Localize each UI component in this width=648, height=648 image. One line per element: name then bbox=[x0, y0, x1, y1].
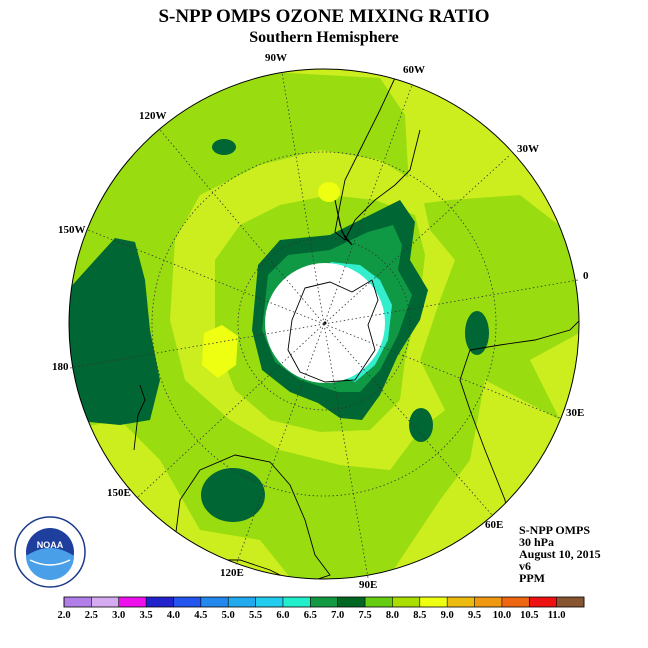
map-subtitle: Southern Hemisphere bbox=[249, 29, 399, 46]
meridian-0 bbox=[323, 279, 579, 325]
colorbar-swatch bbox=[310, 597, 339, 607]
colorbar-tick-label: 5.0 bbox=[222, 610, 235, 621]
meridian-90e bbox=[323, 323, 369, 579]
lon-label-90w: 90W bbox=[265, 52, 287, 64]
noaa-logo: NOAA bbox=[14, 516, 86, 588]
colorbar-swatch bbox=[501, 597, 530, 607]
info-version: v6 bbox=[519, 559, 531, 573]
colorbar-swatch bbox=[529, 597, 558, 607]
colorbar-tick-label: 10.5 bbox=[520, 610, 538, 621]
field-7-0-pacific bbox=[212, 139, 236, 155]
lon-label-180: 180 bbox=[52, 361, 69, 373]
colorbar-swatch bbox=[91, 597, 120, 607]
colorbar-swatch bbox=[337, 597, 366, 607]
lon-label-60e: 60E bbox=[485, 519, 503, 531]
meridian-120e bbox=[235, 323, 325, 566]
colorbar-swatch bbox=[447, 597, 476, 607]
meridian-30w bbox=[323, 154, 511, 325]
field-7-0-west bbox=[69, 238, 160, 425]
info-level: 30 hPa bbox=[519, 535, 555, 549]
colorbar-tick-label: 7.0 bbox=[331, 610, 344, 621]
colorbar-swatch bbox=[200, 597, 229, 607]
lon-label-30w: 30W bbox=[517, 143, 539, 155]
colorbar-swatch bbox=[282, 597, 311, 607]
south-america-coast bbox=[334, 77, 421, 241]
graticule bbox=[69, 71, 579, 579]
colorbar-tick-label: 4.5 bbox=[194, 610, 207, 621]
colorbar-tick-label: 10.0 bbox=[493, 610, 511, 621]
lon-label-0: 0 bbox=[583, 270, 589, 282]
colorbar-tick-label: 5.5 bbox=[249, 610, 262, 621]
colorbar-swatch bbox=[392, 597, 421, 607]
lon-label-150e: 150E bbox=[107, 487, 131, 499]
colorbar-swatch bbox=[556, 597, 585, 607]
colorbar-tick-label: 9.0 bbox=[441, 610, 454, 621]
info-block: S-NPP OMPS 30 hPa August 10, 2015 v6 PPM bbox=[519, 524, 601, 584]
colorbar-swatch bbox=[228, 597, 257, 607]
colorbar-tick-label: 6.0 bbox=[276, 610, 289, 621]
colorbar-tick-label: 8.0 bbox=[386, 610, 399, 621]
colorbar-swatch bbox=[419, 597, 448, 607]
latitude-circle bbox=[237, 237, 411, 411]
lon-label-90e: 90E bbox=[359, 579, 377, 591]
map-border bbox=[68, 68, 580, 580]
info-date: August 10, 2015 bbox=[519, 547, 601, 561]
field-7-0-australia bbox=[201, 468, 265, 522]
colorbar-tick-label: 2.0 bbox=[57, 610, 70, 621]
longitude-labels: 90W 60W 30W 0 30E 60E 90E 120E 150E 180 … bbox=[52, 52, 589, 591]
lon-label-120e: 120E bbox=[220, 567, 244, 579]
ozone-field bbox=[69, 69, 579, 579]
field-7-0-africa bbox=[465, 311, 489, 355]
colorbar-tick-label: 9.5 bbox=[468, 610, 481, 621]
coastlines bbox=[133, 77, 579, 579]
latitude-circle bbox=[151, 151, 497, 497]
field-8-5-west bbox=[202, 325, 238, 378]
meridian-180 bbox=[69, 323, 325, 369]
field-7-0-indian bbox=[409, 408, 433, 442]
colorbar-tick-label: 8.5 bbox=[413, 610, 426, 621]
colorbar-tick-label: 11.0 bbox=[548, 610, 566, 621]
info-units: PPM bbox=[519, 571, 545, 585]
colorbar: 2.0 2.5 3.0 3.5 4.0 4.5 5.0 5.5 6.0 6.5 7.0 7.5 8.0 8… bbox=[57, 596, 585, 621]
colorbar-tick-label: 3.5 bbox=[140, 610, 153, 621]
colorbar-swatch bbox=[118, 597, 147, 607]
antarctica-coast bbox=[287, 279, 379, 383]
colorbar-swatch bbox=[474, 597, 503, 607]
meridian-60w bbox=[323, 84, 413, 325]
colorbar-tick-label: 7.5 bbox=[358, 610, 371, 621]
colorbar-swatch bbox=[173, 597, 202, 607]
colorbar-swatch bbox=[64, 597, 92, 607]
lon-label-120w: 120W bbox=[139, 110, 167, 122]
africa-coast bbox=[459, 319, 579, 579]
info-instrument: S-NPP OMPS bbox=[519, 523, 590, 537]
colorbar-tick-label: 3.0 bbox=[112, 610, 125, 621]
colorbar-tick-label: 4.0 bbox=[167, 610, 180, 621]
colorbar-swatch bbox=[255, 597, 284, 607]
lon-label-60w: 60W bbox=[403, 64, 425, 76]
meridian-90w bbox=[281, 71, 325, 325]
antarctic-peninsula-coast bbox=[334, 199, 353, 246]
colorbar-swatch bbox=[365, 597, 393, 607]
colorbar-tick-label: 6.5 bbox=[304, 610, 317, 621]
field-8-5-south-america bbox=[318, 182, 340, 202]
new-zealand-coast bbox=[133, 384, 146, 451]
lon-label-150w: 150W bbox=[58, 224, 86, 236]
lon-label-30e: 30E bbox=[566, 407, 584, 419]
map-title: S-NPP OMPS OZONE MIXING RATIO bbox=[158, 6, 490, 27]
colorbar-swatch bbox=[146, 597, 174, 607]
noaa-logo-text: NOAA bbox=[37, 540, 64, 550]
australia-coast bbox=[174, 454, 331, 579]
colorbar-tick-label: 2.5 bbox=[85, 610, 98, 621]
